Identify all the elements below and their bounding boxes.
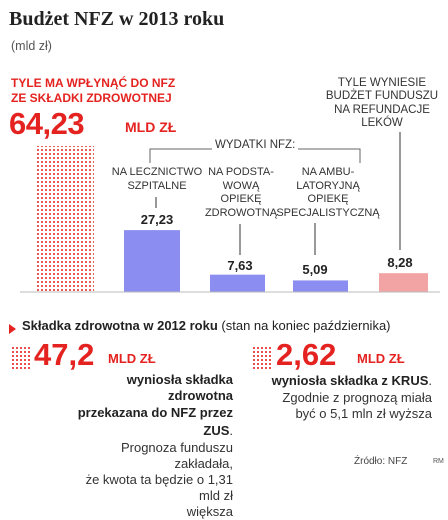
specialist-line2: LATORYJNĄ bbox=[296, 179, 360, 192]
refund-label: TYLE WYNIESIE BUDŻET FUNDUSZU NA REFUNDA… bbox=[322, 77, 442, 131]
refund-label-line2: BUDŻET FUNDUSZU bbox=[325, 90, 439, 103]
zus-value: 47,2 bbox=[34, 337, 95, 372]
zus-unit: MLD ZŁ bbox=[108, 351, 156, 366]
krus-unit: MLD ZŁ bbox=[357, 351, 405, 366]
value-label-hospital: 27,23 bbox=[140, 212, 174, 227]
zus-bold-line2: przekazana do NFZ przez ZUS bbox=[77, 405, 233, 438]
hospital-line2: SZPITALNE bbox=[127, 179, 187, 192]
hospital-line1: NA LECZNICTWO bbox=[111, 166, 203, 178]
krus-text-line2: być o 5,1 mln zł wyższa bbox=[295, 406, 432, 421]
chart-title: Budżet NFZ w 2013 roku bbox=[9, 8, 225, 30]
bar-refund bbox=[379, 273, 428, 292]
section2-title-rest: (stan na koniec października) bbox=[217, 318, 391, 333]
krus-value: 2,62 bbox=[276, 337, 337, 372]
total-label: TYLE MA WPŁYNĄĆ DO NFZ ZE SKŁADKI ZDROWO… bbox=[11, 76, 175, 106]
expenses-label: WYDATKI NFZ: bbox=[212, 139, 299, 151]
value-label-refund: 8,28 bbox=[387, 255, 413, 270]
krus-bold-line1: wyniosła składka z KRUS bbox=[271, 373, 429, 388]
total-label-line2: ZE SKŁADKI ZDROWOTNEJ bbox=[11, 91, 172, 105]
specialist-line1: NA AMBU- bbox=[301, 166, 355, 178]
total-unit: MLD ZŁ bbox=[125, 119, 177, 135]
author-signature: RM bbox=[433, 458, 444, 465]
zus-description: wyniosła składka zdrowotna przekazana do… bbox=[63, 372, 233, 520]
krus-bold-end: . bbox=[428, 373, 432, 388]
specialist-line3: OPIEKĘ bbox=[307, 193, 349, 206]
krus-description: wyniosła składka z KRUS. Zgodnie z progn… bbox=[262, 372, 432, 422]
krus-text-line1: Zgodnie z prognozą miała bbox=[282, 390, 432, 405]
chart-subtitle: (mld zł) bbox=[11, 39, 52, 53]
bar-primary bbox=[210, 274, 265, 292]
category-label-hospital: NA LECZNICTWO SZPITALNE bbox=[97, 166, 217, 193]
total-value: 64,23 bbox=[9, 106, 85, 141]
expenses-bracket bbox=[149, 148, 361, 163]
primary-line3: OPIEKĘ bbox=[220, 193, 262, 206]
specialist-line4: SPECJALISTYCZNĄ bbox=[276, 206, 380, 219]
category-label-specialist: NA AMBU- LATORYJNĄ OPIEKĘ SPECJALISTYCZN… bbox=[272, 166, 384, 220]
value-label-specialist: 5,09 bbox=[302, 262, 328, 277]
category-label-primary: NA PODSTA- WOWĄ OPIEKĘ ZDROWOTNĄ bbox=[186, 166, 296, 220]
refund-label-line3: NA REFUNDACJE bbox=[334, 103, 430, 116]
section2-title: Składka zdrowotna w 2012 roku (stan na k… bbox=[22, 318, 391, 333]
zus-bold-end: . bbox=[229, 423, 233, 438]
primary-line2: WOWĄ bbox=[222, 179, 260, 192]
refund-label-line1: TYLE WYNIESIE bbox=[337, 77, 427, 89]
bar-specialist bbox=[293, 280, 348, 292]
refund-label-line4: LEKÓW bbox=[361, 117, 403, 130]
chart-svg bbox=[20, 132, 440, 293]
value-label-primary: 7,63 bbox=[227, 258, 253, 273]
zus-text-line3: większa bbox=[186, 504, 233, 519]
primary-line4: ZDROWOTNĄ bbox=[204, 206, 278, 219]
bar-total bbox=[36, 146, 94, 292]
zus-text-line2: że kwota ta będzie o 1,31 mld zł bbox=[85, 472, 233, 503]
section-bullet-icon bbox=[9, 324, 16, 334]
primary-line1: NA PODSTA- bbox=[208, 166, 274, 178]
zus-text-line1: Prognoza funduszu zakładała, bbox=[120, 440, 233, 471]
zus-bold-line1: wyniosła składka zdrowotna bbox=[126, 372, 233, 403]
krus-hatch-icon bbox=[252, 346, 272, 370]
source-note: Źródło: NFZ bbox=[354, 456, 408, 467]
bar-hospital bbox=[124, 230, 180, 292]
total-label-line1: TYLE MA WPŁYNĄĆ DO NFZ bbox=[11, 76, 176, 90]
zus-hatch-icon bbox=[11, 346, 31, 370]
section2-title-bold: Składka zdrowotna w 2012 roku bbox=[22, 318, 218, 333]
